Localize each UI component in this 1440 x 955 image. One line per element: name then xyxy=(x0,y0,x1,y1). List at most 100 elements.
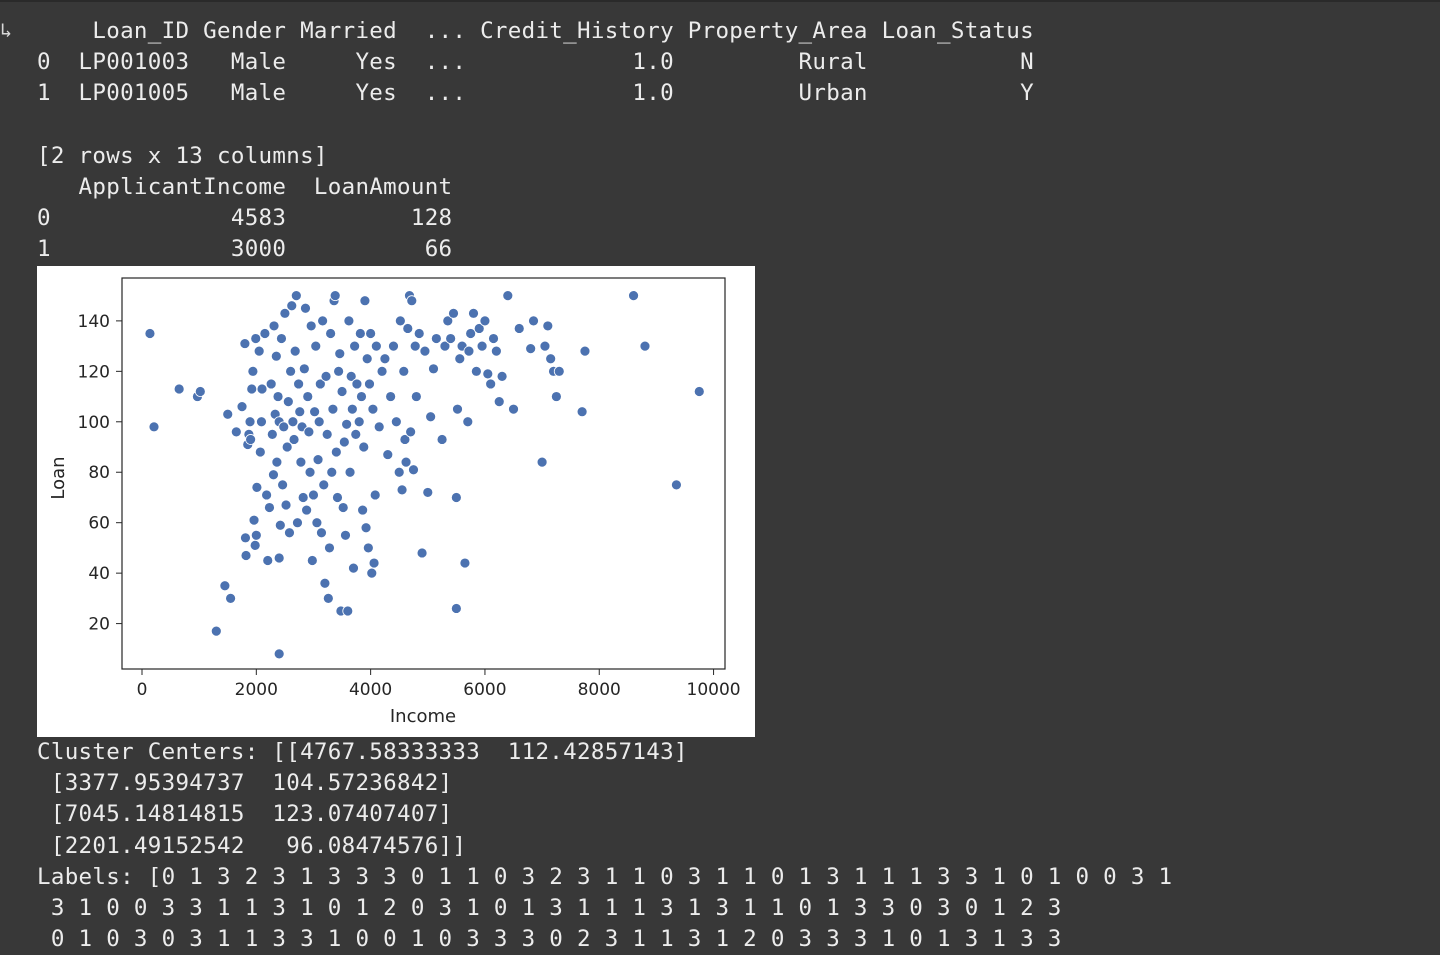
scatter-point xyxy=(410,391,422,402)
scatter-point xyxy=(445,333,457,344)
scatter-point xyxy=(338,436,350,448)
scatter-point xyxy=(345,370,357,382)
scatter-point xyxy=(266,428,278,440)
scatter-point xyxy=(276,333,287,344)
scatter-point xyxy=(528,315,539,327)
scatter-point xyxy=(450,603,462,614)
scatter-point xyxy=(428,363,439,375)
scatter-point xyxy=(376,365,388,377)
scatter-point xyxy=(513,323,525,334)
x-axis-ticks: 0 2000 4000 6000 8000 10000 xyxy=(137,669,741,700)
scatter-point xyxy=(362,542,374,554)
scatter-point xyxy=(273,648,285,660)
scatter-point xyxy=(248,514,260,526)
scatter-point xyxy=(273,552,285,564)
scatter-point xyxy=(326,466,338,478)
y-tick-label: 140 xyxy=(78,312,110,332)
scatter-point xyxy=(390,416,402,428)
scatter-point xyxy=(536,456,548,468)
scatter-point xyxy=(244,416,256,428)
scatter-point xyxy=(294,406,306,418)
scatter-point xyxy=(365,328,377,339)
scatter-point xyxy=(254,446,266,458)
scatter-point xyxy=(246,383,258,395)
scatter-point xyxy=(298,363,310,375)
cluster-output: Cluster Centers: [[4767.58333333 112.428… xyxy=(37,737,1172,955)
plot-frame xyxy=(121,277,726,670)
scatter-point xyxy=(325,328,337,339)
scatter-point xyxy=(370,340,382,352)
scatter-point xyxy=(356,391,367,402)
scatter-point xyxy=(416,547,428,559)
scatter-point xyxy=(693,386,705,397)
dataframe-line: 0 LP001003 Male Yes ... 1.0 Rural N xyxy=(37,49,1034,76)
cluster-line: [2201.49152542 96.08474576]] xyxy=(37,832,467,859)
scatter-point xyxy=(281,441,293,453)
scatter-point xyxy=(454,353,466,365)
scatter-point xyxy=(253,345,265,357)
scatter-point xyxy=(249,539,261,551)
scatter-point xyxy=(262,555,274,566)
scatter-point xyxy=(382,449,394,460)
scatter-point xyxy=(337,502,349,513)
scatter-point xyxy=(399,434,411,445)
scatter-point xyxy=(463,345,475,357)
scatter-point xyxy=(342,605,354,617)
scatter-point xyxy=(459,557,471,569)
scatter-point xyxy=(329,290,341,302)
scatter-point xyxy=(290,290,302,302)
scatter-point xyxy=(317,315,329,327)
scatter-point xyxy=(379,353,391,365)
scatter-point xyxy=(310,340,322,352)
scatter-point xyxy=(419,345,431,357)
scatter-point xyxy=(406,295,418,307)
scatter-point xyxy=(409,340,421,352)
cluster-line: [7045.14814815 123.07407407] xyxy=(37,801,453,828)
scatter-point xyxy=(545,353,557,365)
cluster-line: 0 1 0 3 0 3 1 1 3 3 1 0 0 1 0 3 3 3 0 2 … xyxy=(37,926,1062,953)
top-divider xyxy=(0,0,1440,2)
output-arrow-icon: ↳ xyxy=(0,18,13,42)
scatter-point xyxy=(274,519,286,531)
scatter-point xyxy=(340,529,351,541)
scatter-point xyxy=(334,348,346,360)
y-tick-label: 120 xyxy=(78,362,110,382)
scatter-point xyxy=(278,421,290,433)
scatter-point xyxy=(239,338,251,349)
scatter-point xyxy=(302,391,314,402)
scatter-point xyxy=(354,328,366,339)
scatter-point xyxy=(316,527,327,539)
scatter-point xyxy=(496,370,508,382)
scatter-point xyxy=(247,365,259,377)
scatter-point xyxy=(304,466,316,478)
scatter-point xyxy=(305,320,317,332)
scatter-point xyxy=(539,340,551,352)
x-tick-label: 0 xyxy=(137,680,148,700)
dataframe-output: Loan_ID Gender Married ... Credit_Histor… xyxy=(37,16,1034,266)
scatter-point xyxy=(148,421,160,433)
cluster-line: [3377.95394737 104.57236842] xyxy=(37,770,453,797)
scatter-point xyxy=(308,489,319,501)
scatter-point xyxy=(265,378,277,390)
scatter-point xyxy=(261,489,273,501)
x-tick-label: 10000 xyxy=(687,680,741,700)
scatter-point xyxy=(393,466,405,478)
dataframe-line: 1 LP001005 Male Yes ... 1.0 Urban Y xyxy=(37,80,1034,107)
scatter-point xyxy=(284,527,295,539)
dataframe-line: Loan_ID Gender Married ... Credit_Histor… xyxy=(37,18,1034,44)
scatter-point xyxy=(292,517,303,529)
scatter-point xyxy=(348,562,359,574)
scatter-point xyxy=(353,416,365,428)
scatter-point xyxy=(318,479,330,491)
scatter-point xyxy=(256,416,267,428)
scatter-point xyxy=(319,577,331,589)
scatter-point xyxy=(306,555,318,566)
scatter-point xyxy=(240,550,252,561)
scatter-point xyxy=(442,315,454,327)
scatter-point xyxy=(256,383,268,395)
x-tick-label: 8000 xyxy=(578,680,621,700)
scatter-point xyxy=(230,426,242,438)
scatter-point xyxy=(288,434,300,445)
scatter-point xyxy=(357,504,369,516)
scatter-point xyxy=(439,340,451,352)
